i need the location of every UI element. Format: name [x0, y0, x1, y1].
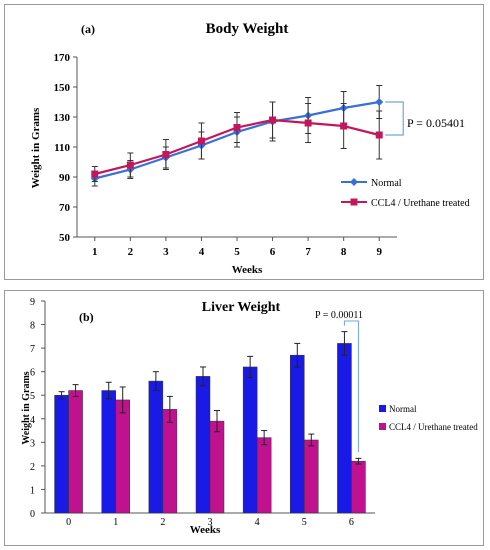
bar-treated-b — [304, 439, 319, 514]
y-tick-label-a: 70 — [59, 202, 71, 214]
x-tick-label-a: 9 — [376, 246, 382, 258]
panel-label-b: (b) — [79, 310, 94, 324]
x-tick-label-a: 4 — [199, 246, 205, 258]
legend-label-normal-a: Normal — [371, 178, 402, 189]
data-point-normal-a — [375, 98, 384, 106]
bar-treated-b — [68, 390, 83, 514]
y-tick-label-b: 3 — [30, 438, 35, 449]
x-tick-label-a: 1 — [92, 246, 98, 258]
bar-treated-b — [256, 437, 272, 514]
x-tick-label-a: 2 — [128, 246, 134, 258]
y-axis-label-a: Weight in Grams — [30, 107, 42, 188]
bar-normal-b — [242, 366, 258, 514]
body-weight-chart: (a) Body Weight Weeks Weight in Grams P … — [30, 21, 470, 276]
bar-treated-b — [115, 399, 130, 514]
x-tick-label-b: 5 — [302, 517, 307, 528]
legend-label-normal-b: Normal — [389, 404, 417, 414]
bar-normal-b — [337, 343, 352, 514]
legend-label-treated-a: CCL4 / Urethane treated — [371, 198, 470, 209]
data-point-treated-a — [91, 170, 99, 178]
data-point-treated-a — [340, 122, 348, 130]
x-tick-label-a: 3 — [163, 246, 169, 258]
y-axis-label-b: Weight in Grams — [21, 371, 32, 444]
data-point-treated-a — [233, 124, 241, 131]
y-tick-label-b: 8 — [30, 321, 35, 332]
y-tick-label-b: 0 — [30, 509, 35, 520]
x-tick-label-b: 2 — [160, 517, 165, 528]
y-tick-label-a: 150 — [54, 82, 71, 94]
panel-label-a: (a) — [81, 22, 95, 36]
chart-title-b: Liver Weight — [202, 300, 281, 315]
liver-weight-chart: (b) Liver Weight Weeks Weight in Grams P… — [21, 297, 478, 536]
y-tick-label-b: 1 — [30, 485, 35, 496]
y-tick-label-b: 7 — [30, 344, 35, 355]
p-value-bracket-a — [385, 101, 404, 136]
y-tick-label-b: 4 — [30, 415, 35, 426]
body-weight-panel: (a) Body Weight Weeks Weight in Grams P … — [4, 4, 484, 280]
chart-title-a: Body Weight — [206, 21, 289, 37]
y-tick-label-b: 9 — [30, 297, 35, 308]
data-point-treated-a — [126, 161, 134, 169]
y-tick-label-a: 170 — [54, 52, 71, 64]
x-tick-label-b: 6 — [349, 517, 354, 528]
y-tick-label-a: 130 — [54, 112, 71, 124]
x-axis-label-a: Weeks — [232, 264, 263, 276]
bar-normal-b — [101, 390, 116, 514]
bar-treated-b — [351, 460, 366, 514]
data-point-treated-a — [304, 119, 312, 127]
p-value-bracket-b — [343, 320, 359, 453]
x-tick-label-b: 0 — [66, 517, 71, 528]
p-value-annotation-a: P = 0.05401 — [407, 116, 465, 130]
bar-normal-b — [290, 354, 305, 514]
legend-marker-treated-a — [350, 198, 358, 206]
x-tick-label-b: 4 — [255, 517, 260, 528]
bar-normal-b — [148, 380, 164, 514]
y-tick-label-a: 110 — [54, 142, 70, 154]
y-tick-label-a: 90 — [59, 172, 71, 184]
data-point-treated-a — [197, 137, 205, 145]
body-weight-plot-area: 50 70 90 110 130 150 170 1 2 3 4 5 6 7 8 9 — [54, 52, 404, 258]
data-point-treated-a — [162, 151, 170, 158]
x-tick-label-a: 7 — [305, 246, 311, 258]
data-point-treated-a — [269, 116, 277, 124]
bar-treated-b — [162, 409, 178, 514]
bar-normal-b — [195, 376, 211, 514]
x-tick-label-a: 5 — [234, 246, 240, 258]
liver-weight-plot-area: 0 1 2 3 4 5 6 7 8 9 0 1 2 3 4 5 6 — [30, 297, 386, 528]
liver-weight-panel: (b) Liver Weight Weeks Weight in Grams P… — [4, 290, 484, 546]
data-point-treated-a — [375, 131, 383, 139]
x-tick-label-b: 1 — [113, 517, 118, 528]
legend-swatch-normal-b — [379, 405, 386, 412]
bar-treated-b — [209, 420, 225, 514]
p-value-annotation-b: P = 0.00011 — [315, 310, 363, 321]
y-tick-label-b: 2 — [30, 462, 35, 473]
legend-swatch-treated-b — [379, 423, 386, 430]
x-tick-label-a: 8 — [341, 246, 347, 258]
x-axis-label-b: Weeks — [190, 524, 221, 536]
y-tick-label-b: 5 — [30, 391, 35, 402]
x-tick-label-a: 6 — [270, 246, 276, 258]
x-tick-label-b: 3 — [208, 517, 213, 528]
legend-label-treated-b: CCL4 / Urethane treated — [389, 422, 478, 432]
legend-marker-normal-a — [350, 178, 358, 186]
bar-normal-b — [54, 394, 69, 514]
y-tick-label-a: 50 — [59, 232, 71, 244]
y-tick-label-b: 6 — [30, 368, 35, 379]
